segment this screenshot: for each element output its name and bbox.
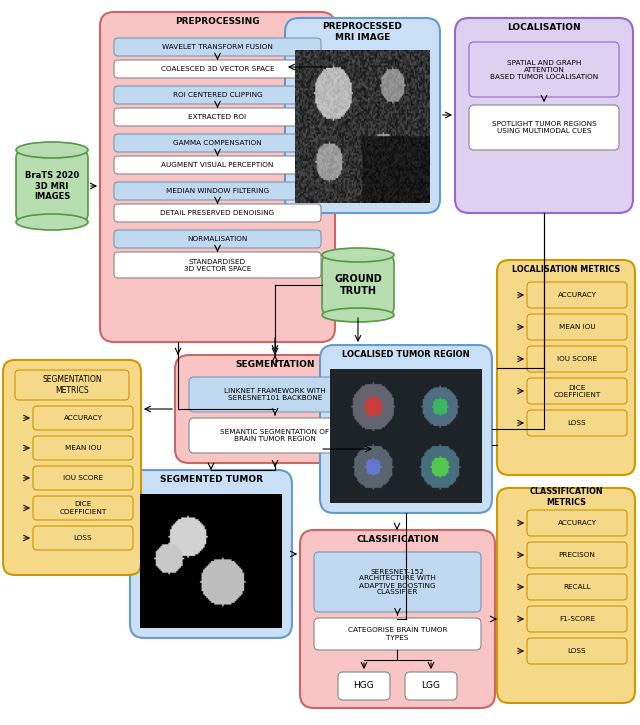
FancyBboxPatch shape <box>114 86 321 104</box>
Text: DICE
COEFFICIENT: DICE COEFFICIENT <box>554 384 600 397</box>
Text: LGG: LGG <box>422 682 440 690</box>
FancyBboxPatch shape <box>114 60 321 78</box>
Text: AUGMENT VISUAL PERCEPTION: AUGMENT VISUAL PERCEPTION <box>161 162 274 168</box>
Text: PREPROCESSING: PREPROCESSING <box>175 17 260 25</box>
FancyBboxPatch shape <box>114 230 321 248</box>
Text: SEGMENTATION: SEGMENTATION <box>236 360 315 368</box>
FancyBboxPatch shape <box>114 108 321 126</box>
Text: SPOTLIGHT TUMOR REGIONS
USING MULTIMODAL CUES: SPOTLIGHT TUMOR REGIONS USING MULTIMODAL… <box>492 121 596 134</box>
Text: HGG: HGG <box>354 682 374 690</box>
FancyBboxPatch shape <box>114 38 321 56</box>
Text: ROI CENTERED CLIPPING: ROI CENTERED CLIPPING <box>173 92 262 98</box>
FancyBboxPatch shape <box>16 150 88 222</box>
FancyBboxPatch shape <box>455 18 633 213</box>
Text: COALESCED 3D VECTOR SPACE: COALESCED 3D VECTOR SPACE <box>161 66 275 72</box>
FancyBboxPatch shape <box>497 488 635 703</box>
Text: GAMMA COMPENSATION: GAMMA COMPENSATION <box>173 140 262 146</box>
FancyBboxPatch shape <box>527 314 627 340</box>
FancyBboxPatch shape <box>114 252 321 278</box>
FancyBboxPatch shape <box>189 377 361 412</box>
Text: PRECISON: PRECISON <box>559 552 595 558</box>
Text: SEMANTIC SEGMENTATION OF
BRAIN TUMOR REGION: SEMANTIC SEGMENTATION OF BRAIN TUMOR REG… <box>221 429 330 442</box>
FancyBboxPatch shape <box>527 410 627 436</box>
Text: ACCURACY: ACCURACY <box>557 520 596 526</box>
Ellipse shape <box>16 214 88 230</box>
FancyBboxPatch shape <box>314 618 481 650</box>
Ellipse shape <box>322 308 394 322</box>
Text: PREPROCESSED
MRI IMAGE: PREPROCESSED MRI IMAGE <box>323 22 403 42</box>
Text: BraTS 2020
3D MRI
IMAGES: BraTS 2020 3D MRI IMAGES <box>25 171 79 201</box>
Text: CATEGORISE BRAIN TUMOR
TYPES: CATEGORISE BRAIN TUMOR TYPES <box>348 628 447 640</box>
Text: WAVELET TRANSFORM FUSION: WAVELET TRANSFORM FUSION <box>162 44 273 50</box>
Text: LOCALISED TUMOR REGION: LOCALISED TUMOR REGION <box>342 349 470 358</box>
Text: STANDARDISED
3D VECTOR SPACE: STANDARDISED 3D VECTOR SPACE <box>184 259 251 271</box>
Ellipse shape <box>16 142 88 158</box>
FancyBboxPatch shape <box>527 638 627 664</box>
Text: MEAN IOU: MEAN IOU <box>65 445 101 451</box>
FancyBboxPatch shape <box>33 496 133 520</box>
FancyBboxPatch shape <box>114 156 321 174</box>
Text: F1-SCORE: F1-SCORE <box>559 616 595 622</box>
FancyBboxPatch shape <box>322 255 394 315</box>
Text: SERESNET-152
ARCHITECTURE WITH
ADAPTIVE BOOSTING
CLASSIFIER: SERESNET-152 ARCHITECTURE WITH ADAPTIVE … <box>359 568 436 595</box>
FancyBboxPatch shape <box>114 182 321 200</box>
FancyBboxPatch shape <box>33 526 133 550</box>
Text: MEDIAN WINDOW FILTERING: MEDIAN WINDOW FILTERING <box>166 188 269 194</box>
Text: ACCURACY: ACCURACY <box>63 415 102 421</box>
FancyBboxPatch shape <box>320 345 492 513</box>
FancyBboxPatch shape <box>527 606 627 632</box>
FancyBboxPatch shape <box>3 360 141 575</box>
FancyBboxPatch shape <box>114 134 321 152</box>
Text: SEGMENTED TUMOR: SEGMENTED TUMOR <box>159 474 262 484</box>
Text: LOSS: LOSS <box>74 535 92 541</box>
FancyBboxPatch shape <box>33 436 133 460</box>
Text: CLASSIFICATION: CLASSIFICATION <box>356 534 439 544</box>
Text: SEGMENTATION
METRICS: SEGMENTATION METRICS <box>42 376 102 394</box>
Text: SPATIAL AND GRAPH
ATTENTION
BASED TUMOR LOCALISATION: SPATIAL AND GRAPH ATTENTION BASED TUMOR … <box>490 59 598 80</box>
FancyBboxPatch shape <box>300 530 495 708</box>
FancyBboxPatch shape <box>285 18 440 213</box>
Text: LOSS: LOSS <box>568 420 586 426</box>
Text: MEAN IOU: MEAN IOU <box>559 324 595 330</box>
FancyBboxPatch shape <box>527 510 627 536</box>
FancyBboxPatch shape <box>338 672 390 700</box>
FancyBboxPatch shape <box>469 42 619 97</box>
FancyBboxPatch shape <box>114 204 321 222</box>
Text: GROUND
TRUTH: GROUND TRUTH <box>334 274 382 296</box>
FancyBboxPatch shape <box>469 105 619 150</box>
Text: NORMALISATION: NORMALISATION <box>188 236 248 242</box>
Text: EXTRACTED ROI: EXTRACTED ROI <box>188 114 246 120</box>
FancyBboxPatch shape <box>527 282 627 308</box>
FancyBboxPatch shape <box>130 470 292 638</box>
Text: ACCURACY: ACCURACY <box>557 292 596 298</box>
Text: LOCALISATION: LOCALISATION <box>507 22 581 31</box>
FancyBboxPatch shape <box>405 672 457 700</box>
Text: LOCALISATION METRICS: LOCALISATION METRICS <box>512 265 620 273</box>
FancyBboxPatch shape <box>175 355 375 463</box>
FancyBboxPatch shape <box>33 466 133 490</box>
Text: LINKNET FRAMEWORK WITH
SERESNET101 BACKBONE: LINKNET FRAMEWORK WITH SERESNET101 BACKB… <box>224 388 326 401</box>
FancyBboxPatch shape <box>100 12 335 342</box>
Text: IOU SCORE: IOU SCORE <box>557 356 597 362</box>
FancyBboxPatch shape <box>527 346 627 372</box>
Text: CLASSIFICATION
METRICS: CLASSIFICATION METRICS <box>529 487 603 507</box>
Text: IOU SCORE: IOU SCORE <box>63 475 103 481</box>
FancyBboxPatch shape <box>15 370 129 400</box>
FancyBboxPatch shape <box>527 378 627 404</box>
FancyBboxPatch shape <box>527 574 627 600</box>
Ellipse shape <box>322 248 394 262</box>
FancyBboxPatch shape <box>189 418 361 453</box>
Text: RECALL: RECALL <box>563 584 591 590</box>
Text: DETAIL PRESERVED DENOISING: DETAIL PRESERVED DENOISING <box>161 210 275 216</box>
FancyBboxPatch shape <box>527 542 627 568</box>
FancyBboxPatch shape <box>497 260 635 475</box>
Text: LOSS: LOSS <box>568 648 586 654</box>
FancyBboxPatch shape <box>33 406 133 430</box>
Text: DICE
COEFFICIENT: DICE COEFFICIENT <box>60 502 107 515</box>
FancyBboxPatch shape <box>314 552 481 612</box>
